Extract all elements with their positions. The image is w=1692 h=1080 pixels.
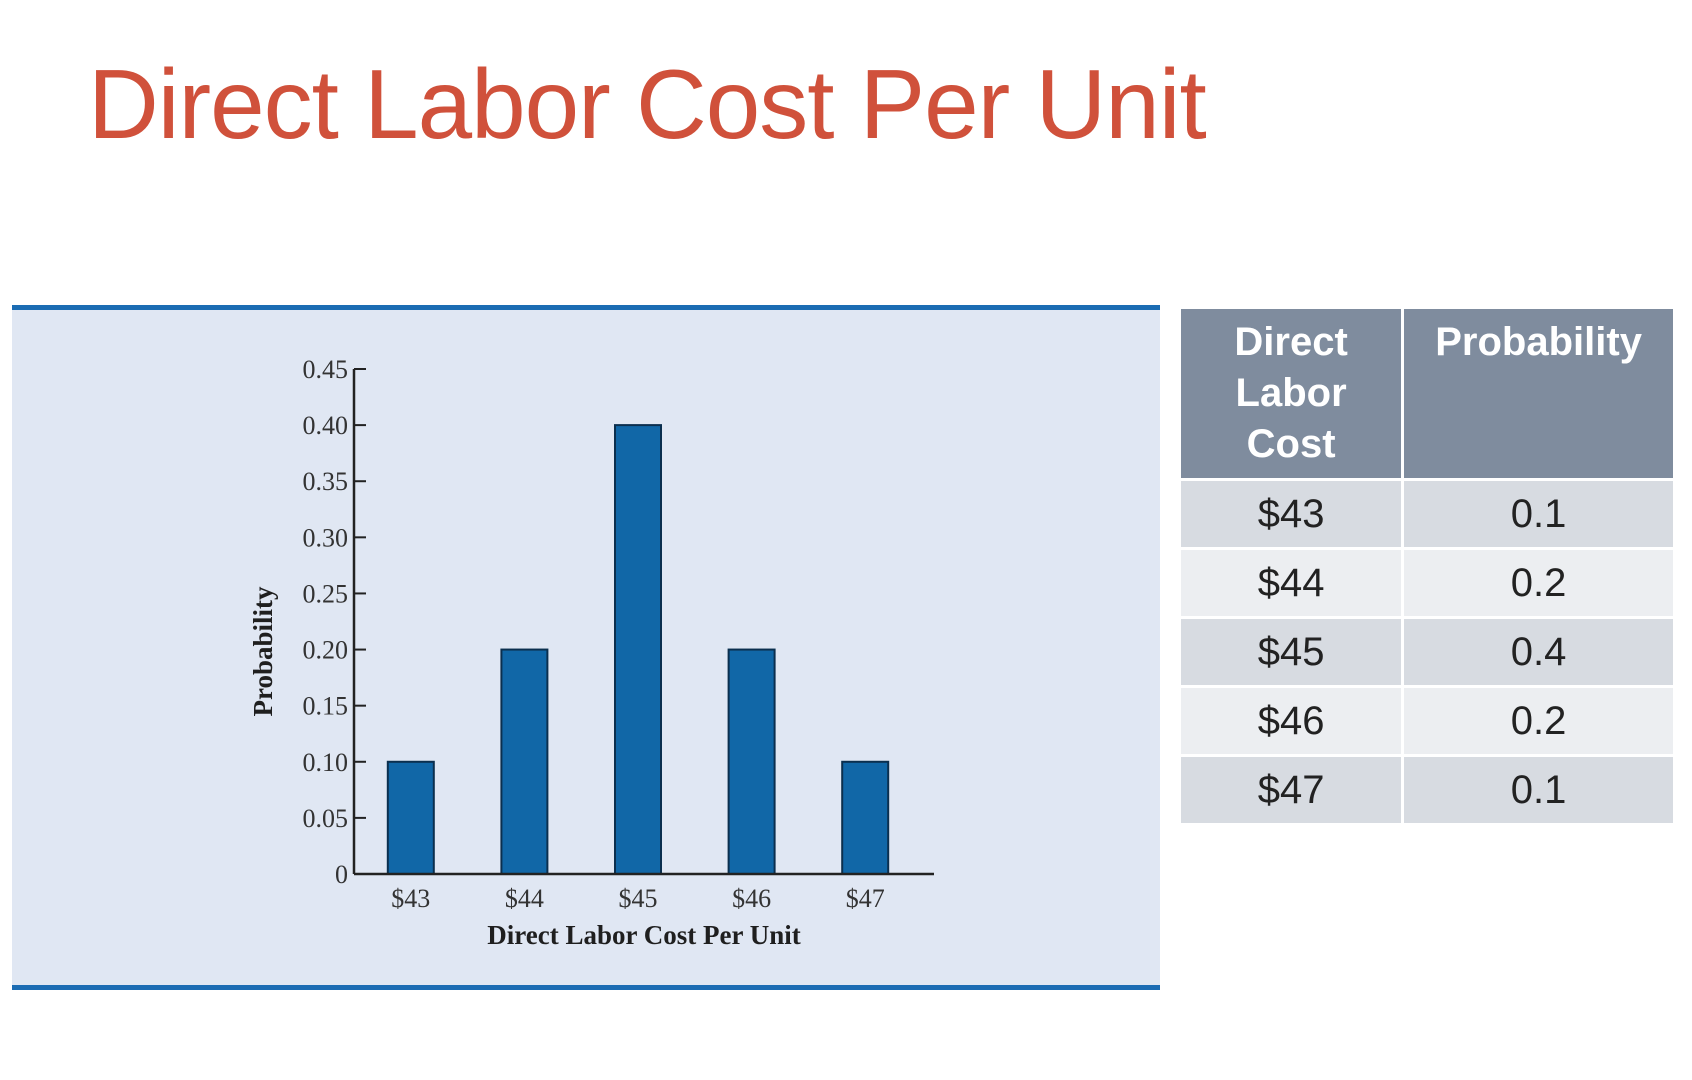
bars	[386, 424, 890, 875]
x-tick-label: $46	[732, 884, 771, 913]
bar	[386, 760, 435, 875]
bar	[727, 648, 776, 875]
table-row: $45 0.4	[1181, 619, 1673, 685]
x-tick-label: $44	[505, 884, 544, 913]
y-tick-label: 0.10	[303, 748, 349, 777]
table-header-row: Direct Labor Cost Probability	[1181, 309, 1673, 478]
y-tick-label: 0.15	[303, 692, 349, 721]
x-tick-label: $43	[391, 884, 430, 913]
probability-cell: 0.2	[1404, 550, 1673, 616]
header-probability: Probability	[1404, 309, 1673, 478]
cost-cell: $45	[1181, 619, 1402, 685]
chart-panel: 0 0.05 0.10 0.15 0.20 0.25 0.30 0.35 0.40 0.45 $4…	[12, 305, 1160, 990]
probability-cell: 0.1	[1404, 757, 1673, 823]
x-axis: $43 $44 $45 $46 $47	[354, 872, 934, 913]
y-tick-label: 0.25	[303, 579, 349, 608]
y-tick-label: 0.20	[303, 636, 349, 665]
y-tick-label: 0.35	[303, 467, 349, 496]
cost-cell: $43	[1181, 481, 1402, 547]
cost-cell: $44	[1181, 550, 1402, 616]
bar	[614, 424, 662, 875]
y-axis-title: Probability	[248, 586, 278, 717]
x-axis-title: Direct Labor Cost Per Unit	[487, 920, 800, 950]
probability-table: Direct Labor Cost Probability $43 0.1 $4…	[1178, 306, 1676, 826]
x-tick-label: $47	[846, 884, 885, 913]
probability-cell: 0.1	[1404, 481, 1673, 547]
slide-title: Direct Labor Cost Per Unit	[88, 49, 1207, 159]
y-tick-label: 0.45	[303, 355, 349, 384]
y-tick-label: 0.05	[303, 804, 349, 833]
table-row: $47 0.1	[1181, 757, 1673, 823]
y-tick-label: 0	[335, 860, 348, 889]
cost-cell: $47	[1181, 757, 1402, 823]
cost-cell: $46	[1181, 688, 1402, 754]
bar-chart: 0 0.05 0.10 0.15 0.20 0.25 0.30 0.35 0.40 0.45 $4…	[248, 355, 934, 950]
x-tick-label: $45	[619, 884, 658, 913]
table-row: $43 0.1	[1181, 481, 1673, 547]
bar	[500, 648, 549, 875]
table-row: $44 0.2	[1181, 550, 1673, 616]
probability-cell: 0.2	[1404, 688, 1673, 754]
bar	[841, 760, 890, 875]
header-direct-labor-cost: Direct Labor Cost	[1181, 309, 1402, 478]
y-axis: 0 0.05 0.10 0.15 0.20 0.25 0.30 0.35 0.40 0.45	[303, 355, 366, 889]
table-row: $46 0.2	[1181, 688, 1673, 754]
probability-cell: 0.4	[1404, 619, 1673, 685]
y-tick-label: 0.40	[303, 411, 349, 440]
y-tick-label: 0.30	[303, 523, 349, 552]
